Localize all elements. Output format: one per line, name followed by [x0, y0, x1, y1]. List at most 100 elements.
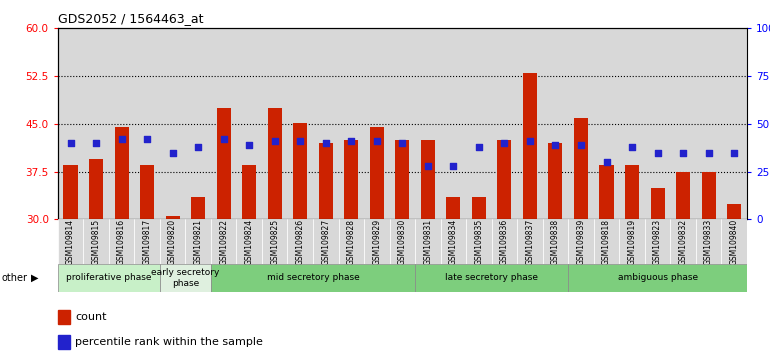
Bar	[395, 140, 410, 219]
Bar	[211, 28, 236, 219]
Bar	[242, 165, 256, 219]
Bar	[721, 219, 747, 264]
Bar	[160, 219, 186, 264]
Text: GSM109825: GSM109825	[270, 218, 280, 265]
Bar	[440, 28, 466, 219]
Text: GSM109827: GSM109827	[321, 218, 330, 265]
Text: ambiguous phase: ambiguous phase	[618, 273, 698, 282]
Point	[702, 150, 715, 155]
Point	[498, 140, 511, 146]
Text: GSM109836: GSM109836	[500, 218, 509, 265]
Point	[345, 138, 357, 144]
Bar	[594, 28, 619, 219]
Text: GSM109816: GSM109816	[117, 218, 126, 265]
Text: GSM109829: GSM109829	[373, 218, 381, 265]
Bar	[211, 219, 236, 264]
Text: GSM109820: GSM109820	[168, 218, 177, 265]
Point	[294, 138, 306, 144]
Bar	[83, 219, 109, 264]
Point	[370, 138, 383, 144]
Bar	[568, 28, 594, 219]
Bar	[574, 118, 588, 219]
Bar	[517, 28, 543, 219]
Point	[90, 140, 102, 146]
Bar	[339, 28, 364, 219]
Text: proliferative phase: proliferative phase	[66, 273, 152, 282]
Text: GSM109822: GSM109822	[219, 219, 228, 264]
Bar	[548, 143, 563, 219]
Bar	[696, 219, 721, 264]
Text: GSM109823: GSM109823	[653, 218, 662, 265]
Bar	[186, 28, 211, 219]
Bar	[186, 219, 211, 264]
Bar	[370, 127, 383, 219]
Bar	[492, 219, 517, 264]
Bar	[160, 28, 186, 219]
Text: GSM109815: GSM109815	[92, 218, 101, 265]
Bar	[600, 165, 614, 219]
Point	[728, 150, 740, 155]
Text: GSM109834: GSM109834	[449, 218, 458, 265]
Point	[447, 163, 460, 169]
Point	[396, 140, 408, 146]
Bar	[727, 204, 742, 219]
Bar	[140, 165, 154, 219]
Bar	[134, 219, 160, 264]
Bar	[313, 28, 339, 219]
Bar	[644, 28, 671, 219]
Bar	[390, 219, 415, 264]
Point	[116, 136, 128, 142]
Bar	[339, 219, 364, 264]
Bar	[568, 264, 747, 292]
Bar	[364, 219, 390, 264]
Bar	[447, 197, 460, 219]
Bar	[58, 28, 83, 219]
Text: percentile rank within the sample: percentile rank within the sample	[75, 337, 263, 347]
Text: GSM109839: GSM109839	[577, 218, 585, 265]
Bar	[415, 219, 440, 264]
Bar	[492, 28, 517, 219]
Point	[422, 163, 434, 169]
Text: GSM109819: GSM109819	[628, 218, 637, 265]
Bar	[466, 219, 492, 264]
Point	[320, 140, 332, 146]
Point	[65, 140, 77, 146]
Bar	[287, 28, 313, 219]
Point	[166, 150, 179, 155]
Bar	[115, 127, 129, 219]
Text: count: count	[75, 312, 106, 322]
Bar	[676, 172, 690, 219]
Text: GSM109818: GSM109818	[602, 219, 611, 264]
Bar	[466, 28, 492, 219]
Text: GSM109824: GSM109824	[245, 218, 253, 265]
Bar	[421, 140, 435, 219]
Point	[549, 142, 561, 148]
Point	[192, 144, 204, 150]
Text: GSM109837: GSM109837	[525, 218, 534, 265]
Text: GSM109833: GSM109833	[704, 218, 713, 265]
Bar	[58, 219, 83, 264]
Text: GDS2052 / 1564463_at: GDS2052 / 1564463_at	[58, 12, 203, 25]
Bar	[236, 219, 262, 264]
Bar	[166, 216, 179, 219]
Text: GSM109838: GSM109838	[551, 218, 560, 265]
Point	[601, 159, 613, 165]
Bar	[58, 310, 70, 324]
Point	[217, 136, 229, 142]
Text: GSM109817: GSM109817	[142, 218, 152, 265]
Bar	[364, 28, 390, 219]
Bar	[287, 219, 313, 264]
Bar	[619, 28, 644, 219]
Text: GSM109828: GSM109828	[346, 219, 356, 264]
Bar	[696, 28, 721, 219]
Point	[575, 142, 588, 148]
Point	[473, 144, 485, 150]
Text: early secretory
phase: early secretory phase	[151, 268, 219, 287]
Bar	[671, 219, 696, 264]
Point	[524, 138, 536, 144]
Bar	[191, 197, 205, 219]
Bar	[644, 219, 671, 264]
Bar	[721, 28, 747, 219]
Bar	[262, 219, 287, 264]
Bar	[701, 172, 715, 219]
